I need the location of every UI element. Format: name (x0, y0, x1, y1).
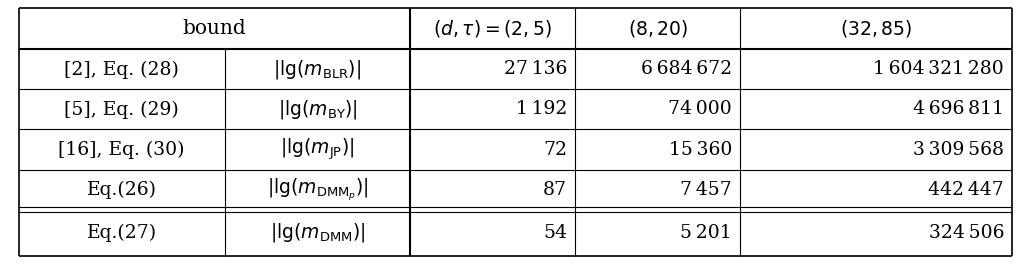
Text: 1 604 321 280: 1 604 321 280 (873, 60, 1004, 78)
Text: 4 696 811: 4 696 811 (913, 100, 1004, 119)
Text: $(d,\tau) = (2,5)$: $(d,\tau) = (2,5)$ (433, 18, 553, 39)
Text: bound: bound (182, 19, 246, 38)
Text: 15 360: 15 360 (669, 140, 732, 159)
Text: [2], Eq. (28): [2], Eq. (28) (64, 60, 179, 78)
Text: Eq.(27): Eq.(27) (87, 224, 157, 242)
Text: 74 000: 74 000 (668, 100, 732, 119)
Text: 1 192: 1 192 (516, 100, 567, 119)
Text: $|\lg(m_{\mathrm{BLR}})|$: $|\lg(m_{\mathrm{BLR}})|$ (273, 58, 362, 81)
Text: 54: 54 (543, 224, 567, 242)
Text: $(32,85)$: $(32,85)$ (840, 18, 912, 39)
Text: [16], Eq. (30): [16], Eq. (30) (59, 140, 185, 159)
Text: 324 506: 324 506 (929, 224, 1004, 242)
Text: 87: 87 (543, 180, 567, 199)
Text: 27 136: 27 136 (504, 60, 567, 78)
Text: $|\lg(m_{\mathrm{DMM}_p})|$: $|\lg(m_{\mathrm{DMM}_p})|$ (267, 176, 368, 203)
Text: $|\lg(m_{\mathrm{BY}})|$: $|\lg(m_{\mathrm{BY}})|$ (277, 98, 358, 121)
Text: Eq.(26): Eq.(26) (87, 180, 157, 199)
Text: 6 684 672: 6 684 672 (641, 60, 732, 78)
Text: $|\lg(m_{\mathrm{JP}})|$: $|\lg(m_{\mathrm{JP}})|$ (280, 137, 355, 162)
Text: [5], Eq. (29): [5], Eq. (29) (64, 100, 179, 119)
Text: 442 447: 442 447 (929, 180, 1004, 199)
Text: 7 457: 7 457 (680, 180, 732, 199)
Text: 5 201: 5 201 (680, 224, 732, 242)
Text: 72: 72 (543, 140, 567, 159)
Text: $|\lg(m_{\mathrm{DMM}})|$: $|\lg(m_{\mathrm{DMM}})|$ (270, 221, 365, 245)
Text: $(8,20)$: $(8,20)$ (628, 18, 688, 39)
Text: 3 309 568: 3 309 568 (913, 140, 1004, 159)
